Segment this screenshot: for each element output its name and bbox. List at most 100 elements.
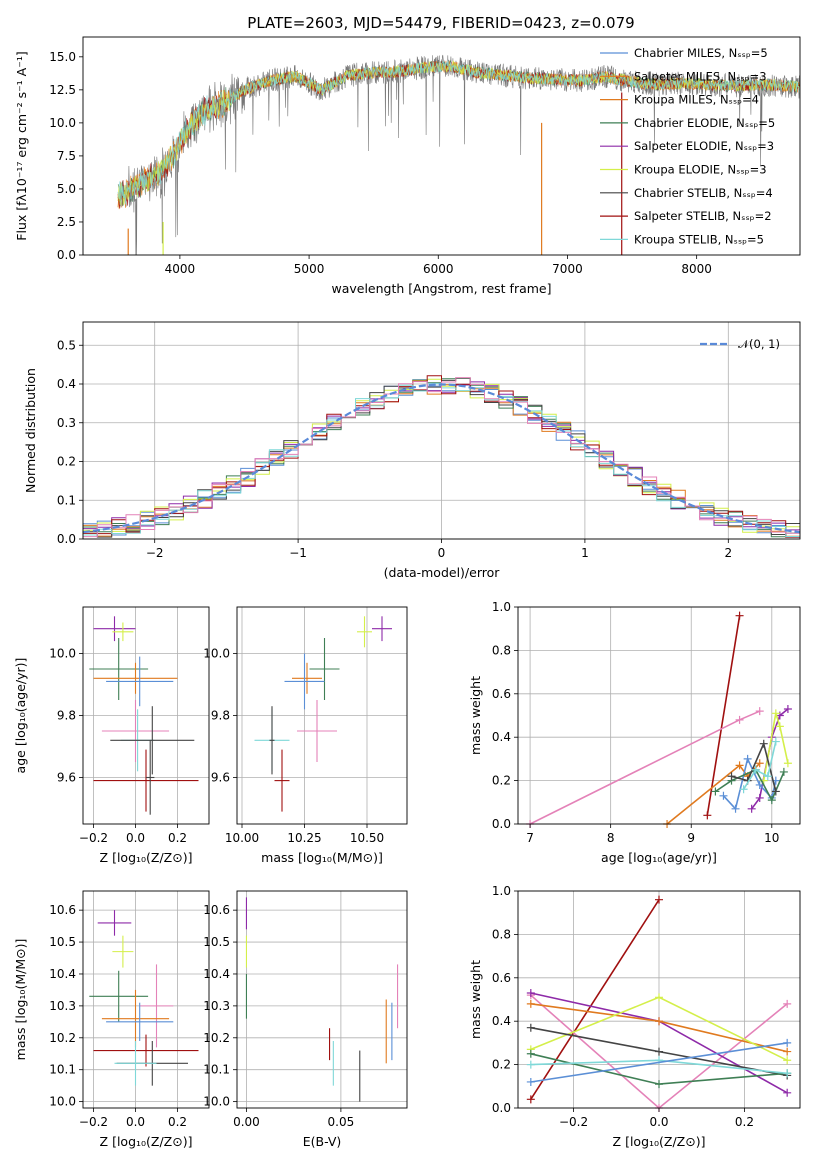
mass-weight-marker	[779, 767, 788, 776]
mass-vs-metallicity-panel: −0.2 0.0 0.2 10.0 10.1 10.2 10.3 10.4 10.5 10.6 Z …	[13, 890, 210, 1149]
x-tick-label: 10.50	[350, 831, 384, 845]
x-tick-label: 0.2	[735, 1115, 754, 1129]
mass-weight-marker	[526, 1060, 535, 1069]
y-tick-label: 10.6	[203, 903, 230, 917]
y-tick-label: 15.0	[49, 50, 76, 64]
mass-weight-marker	[783, 1047, 792, 1056]
mass-weight-marker	[735, 715, 744, 724]
mass-weight-marker	[735, 761, 744, 770]
legend-entry: Chabrier ELODIE, Nₛₛₚ=5	[634, 116, 775, 130]
mass-weight-marker	[783, 1038, 792, 1047]
mass-weight-line	[666, 762, 761, 825]
y-tick-label: 10.0	[203, 1095, 230, 1109]
mass-weight-marker	[783, 1069, 792, 1078]
x-tick-label: 7	[526, 831, 534, 845]
mass-weight-marker	[526, 1077, 535, 1086]
y-tick-label: 10.3	[203, 999, 230, 1013]
y-tick-label: 10.5	[49, 935, 76, 949]
mass-weight-marker	[655, 1047, 663, 1056]
mass-vs-ebv-panel: 0.00 0.05 10.0 10.1 10.2 10.3 10.4 10.5 10.6 E(B-…	[203, 890, 408, 1149]
mass-weight-marker	[711, 787, 720, 796]
mass-weight-marker	[655, 895, 663, 904]
y-tick-label: 9.6	[211, 771, 230, 785]
mass-weight-marker	[783, 1088, 792, 1097]
y-tick-label: 10.4	[203, 967, 230, 981]
x-axis-label: age [log₁₀(age/yr)]	[601, 850, 717, 865]
mass-weight-marker	[731, 804, 740, 813]
plot-content	[526, 895, 792, 1112]
model-spectrum	[117, 60, 800, 207]
x-tick-label: −0.2	[79, 1115, 108, 1129]
y-tick-label: 0.6	[492, 971, 511, 985]
x-tick-label: 10	[764, 831, 779, 845]
mass-weight-marker	[526, 999, 535, 1008]
x-axis-label: Z [log₁₀(Z/Z⊙)]	[100, 1134, 193, 1149]
y-tick-label: 10.0	[49, 647, 76, 661]
legend-entry: Kroupa MILES, Nₛₛₚ=4	[634, 93, 759, 107]
y-tick-label: 0.0	[57, 248, 76, 262]
axes-frame	[517, 606, 801, 825]
x-tick-label: 0.05	[328, 1115, 355, 1129]
mass-weight-marker	[526, 988, 535, 997]
mass-weight-marker	[783, 1056, 792, 1065]
x-tick-label: −0.2	[79, 831, 108, 845]
y-tick-label: 9.6	[57, 771, 76, 785]
y-axis-label: Normed distribution	[23, 368, 38, 493]
y-tick-label: 0.8	[492, 643, 511, 657]
plot-content	[89, 910, 199, 1086]
y-axis-label: Flux [fλ10⁻¹⁷ erg cm⁻² s⁻¹ A⁻¹]	[14, 51, 29, 240]
residual-histogram-panel: −2 −1 0 1 2 0.0 0.1 0.2 0.3 0.4 0.5 (data-model)/er…	[23, 321, 801, 580]
spectrum-panel: 4000 5000 6000 7000 8000 0.0 2.5 5.0 7.5 10.0 12.5…	[14, 36, 801, 296]
x-axis-label: Z [log₁₀(Z/Z⊙)]	[100, 850, 193, 865]
mass-weight-vs-metallicity-panel: −0.2 0.0 0.2 0.0 0.2 0.4 0.6 0.8 1.0 Z [log₁₀(Z/Z…	[468, 884, 801, 1149]
x-axis-label: mass [log₁₀(M/M⊙)]	[261, 850, 383, 865]
mass-weight-line	[742, 741, 777, 790]
mass-weight-marker	[735, 611, 744, 620]
mass-weight-marker	[526, 1095, 535, 1104]
y-tick-label: 0.5	[57, 338, 76, 352]
mass-weight-marker	[771, 737, 780, 746]
x-tick-label: 9	[687, 831, 695, 845]
mass-weight-marker	[655, 1017, 663, 1026]
axes-frame	[82, 36, 801, 256]
x-tick-label: 5000	[294, 262, 325, 276]
legend-entry: Salpeter MILES, Nₛₛₚ=3	[634, 69, 767, 83]
legend-entry: Chabrier MILES, Nₛₛₚ=5	[634, 46, 768, 60]
y-tick-label: 1.0	[492, 884, 511, 898]
y-tick-label: 10.5	[203, 935, 230, 949]
mass-weight-line	[530, 899, 660, 1100]
x-tick-label: 10.25	[287, 831, 321, 845]
axes-frame	[517, 890, 801, 1109]
y-tick-label: 0.4	[57, 377, 76, 391]
mass-weight-marker	[771, 787, 780, 796]
y-tick-label: 0.2	[57, 455, 76, 469]
mass-weight-marker	[743, 754, 752, 763]
y-tick-label: 10.2	[49, 1031, 76, 1045]
x-tick-label: 6000	[423, 262, 454, 276]
age-vs-metallicity-panel: −0.2 0.0 0.2 9.6 9.8 10.0 Z [log₁₀(Z/Z⊙)] age […	[13, 606, 210, 865]
y-tick-label: 10.1	[203, 1063, 230, 1077]
y-tick-label: 9.8	[211, 709, 230, 723]
spectrum-title: PLATE=2603, MJD=54479, FIBERID=0423, z=0…	[247, 14, 634, 32]
x-tick-label: −1	[289, 546, 307, 560]
mass-weight-marker	[783, 999, 792, 1008]
y-tick-label: 9.8	[57, 709, 76, 723]
y-tick-label: 0.0	[492, 1101, 511, 1115]
mass-weight-vs-age-panel: 7 8 9 10 0.0 0.2 0.4 0.6 0.8 1.0 age [log₁₀(age/yr…	[468, 600, 801, 865]
legend-entry: Chabrier STELIB, Nₛₛₚ=4	[634, 186, 773, 200]
y-tick-label: 0.8	[492, 927, 511, 941]
y-tick-label: 10.0	[49, 116, 76, 130]
mass-weight-marker	[526, 1023, 535, 1032]
mass-weight-marker	[767, 796, 776, 805]
x-tick-label: 8	[607, 831, 615, 845]
x-tick-label: −0.2	[559, 1115, 588, 1129]
mass-weight-marker	[526, 1049, 535, 1058]
x-tick-label: 0.0	[126, 831, 145, 845]
mass-weight-marker	[755, 707, 764, 716]
legend-entry: Salpeter ELODIE, Nₛₛₚ=3	[634, 139, 774, 153]
axes-frame	[236, 606, 408, 825]
axes-frame	[82, 321, 801, 540]
x-tick-label: 0.0	[649, 1115, 668, 1129]
mass-weight-marker	[703, 811, 712, 820]
